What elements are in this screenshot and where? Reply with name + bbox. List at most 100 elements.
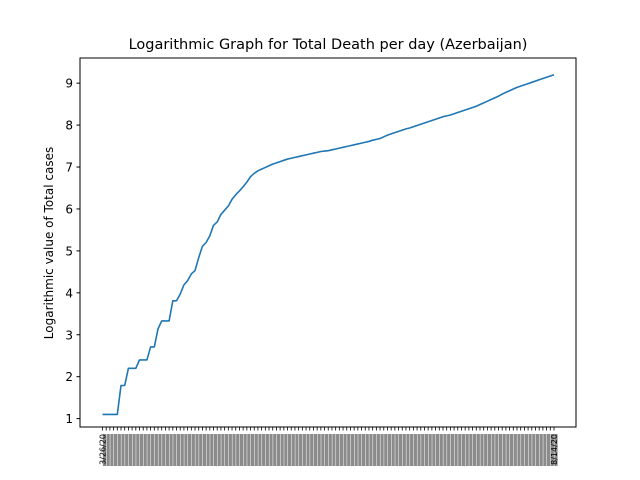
- x-tick-label-mark: [287, 434, 292, 466]
- x-tick-label-mark: [435, 434, 440, 466]
- x-tick-label-mark: [210, 434, 214, 466]
- series-line: [102, 74, 555, 416]
- x-tick-label-mark: [509, 434, 514, 466]
- x-tick-label-mark: [387, 434, 392, 466]
- x-tick-label-mark: [317, 434, 321, 466]
- x-tick-label-mark: [491, 434, 495, 466]
- x-tick-label-mark: [162, 434, 166, 466]
- x-tick-label-mark: [361, 434, 366, 466]
- x-tick-label-mark: [528, 434, 532, 466]
- x-tick-label-mark: [180, 434, 184, 466]
- x-tick-label-mark: [169, 434, 173, 466]
- y-tick-label: 3: [65, 328, 73, 342]
- x-tick-label-mark: [225, 434, 229, 466]
- x-tick-label-mark: [469, 434, 473, 466]
- x-tick-label-mark: [158, 434, 162, 466]
- x-tick-label-mark: [199, 434, 203, 466]
- x-tick-label-mark: [195, 434, 199, 466]
- x-tick-label-mark: [313, 434, 318, 466]
- x-tick-label-mark: [221, 434, 225, 466]
- x-tick-label-mark: [384, 434, 388, 466]
- x-tick-label-mark: [273, 434, 277, 466]
- x-tick-label-mark: [165, 434, 170, 466]
- x-tick-label-mark: [276, 434, 281, 466]
- x-tick-label-mark: [236, 434, 240, 466]
- x-tick-label-mark: [250, 434, 255, 466]
- x-tick-label-mark: [206, 434, 210, 466]
- x-tick-label-mark: [347, 434, 351, 466]
- x-tick-label-mark: [184, 434, 188, 466]
- y-tick-label: 1: [65, 412, 73, 426]
- x-tick-label-mark: [291, 434, 295, 466]
- x-tick-label: 8/14/20: [550, 434, 559, 465]
- x-tick-label-mark: [102, 434, 107, 466]
- x-tick-label: 3/26/20: [99, 434, 108, 465]
- y-tick-label: 5: [65, 244, 73, 258]
- x-tick-label-mark: [247, 434, 251, 466]
- x-tick-label-mark: [269, 434, 273, 466]
- y-tick-label: 2: [65, 370, 73, 384]
- x-tick-label-mark: [535, 434, 540, 466]
- x-tick-label-mark: [554, 434, 558, 466]
- x-tick-label-mark: [228, 434, 232, 466]
- x-tick-label-mark: [176, 434, 181, 466]
- x-tick-label-mark: [524, 434, 528, 466]
- x-tick-label-mark: [254, 434, 258, 466]
- x-tick-label-mark: [402, 434, 406, 466]
- x-tick-label-mark: [265, 434, 269, 466]
- x-tick-label-mark: [239, 434, 244, 466]
- x-tick-label-mark: [173, 434, 177, 466]
- x-tick-label-mark: [117, 434, 121, 466]
- x-tick-label-mark: [125, 434, 129, 466]
- x-tick-label-mark: [480, 434, 484, 466]
- x-tick-label-mark: [461, 434, 466, 466]
- x-tick-label-mark: [213, 434, 218, 466]
- x-tick-label-mark: [376, 434, 380, 466]
- x-tick-label-mark: [521, 434, 525, 466]
- x-tick-label-mark: [310, 434, 314, 466]
- x-tick-label-mark: [321, 434, 325, 466]
- x-tick-label-mark: [188, 434, 192, 466]
- plot-frame: [79, 57, 577, 428]
- x-tick-label-mark: [432, 434, 436, 466]
- x-tick-label-mark: [350, 434, 355, 466]
- x-tick-label-mark: [498, 434, 503, 466]
- x-tick-label-mark: [476, 434, 480, 466]
- x-tick-label-mark: [262, 434, 266, 466]
- x-tick-label-mark: [380, 434, 384, 466]
- x-tick-label-mark: [114, 434, 118, 466]
- x-tick-label-mark: [465, 434, 469, 466]
- x-tick-label-mark: [332, 434, 336, 466]
- x-tick-label-mark: [439, 434, 443, 466]
- x-tick-label-mark: [454, 434, 458, 466]
- x-tick-label-mark: [106, 434, 110, 466]
- x-tick-label-mark: [128, 434, 133, 466]
- x-tick-label-mark: [550, 434, 554, 466]
- chart-title: Logarithmic Graph for Total Death per da…: [129, 37, 528, 53]
- x-tick-label-mark: [154, 434, 158, 466]
- x-tick-label-mark: [395, 434, 399, 466]
- x-tick-label-mark: [410, 434, 414, 466]
- y-tick-label: 4: [65, 286, 73, 300]
- x-tick-label-mark: [258, 434, 262, 466]
- x-tick-label-mark: [336, 434, 340, 466]
- x-tick-label-mark: [136, 434, 140, 466]
- x-tick-label-mark: [295, 434, 299, 466]
- x-tick-label-mark: [532, 434, 536, 466]
- x-tick-label-mark: [458, 434, 462, 466]
- series-layer: [102, 74, 555, 416]
- x-tick-label-mark: [302, 434, 306, 466]
- x-tick-label-mark: [280, 434, 284, 466]
- x-tick-label-mark: [539, 434, 543, 466]
- x-tick-label-mark: [413, 434, 417, 466]
- x-tick-label-mark: [443, 434, 447, 466]
- x-tick-label-mark: [365, 434, 369, 466]
- x-tick-label-mark: [424, 434, 429, 466]
- x-tick-label-mark: [110, 434, 114, 466]
- x-tick-label-mark: [139, 434, 144, 466]
- x-tick-label-mark: [472, 434, 477, 466]
- x-tick-label-mark: [306, 434, 310, 466]
- x-tick-label-mark: [546, 434, 551, 466]
- x-tick-label-mark: [147, 434, 151, 466]
